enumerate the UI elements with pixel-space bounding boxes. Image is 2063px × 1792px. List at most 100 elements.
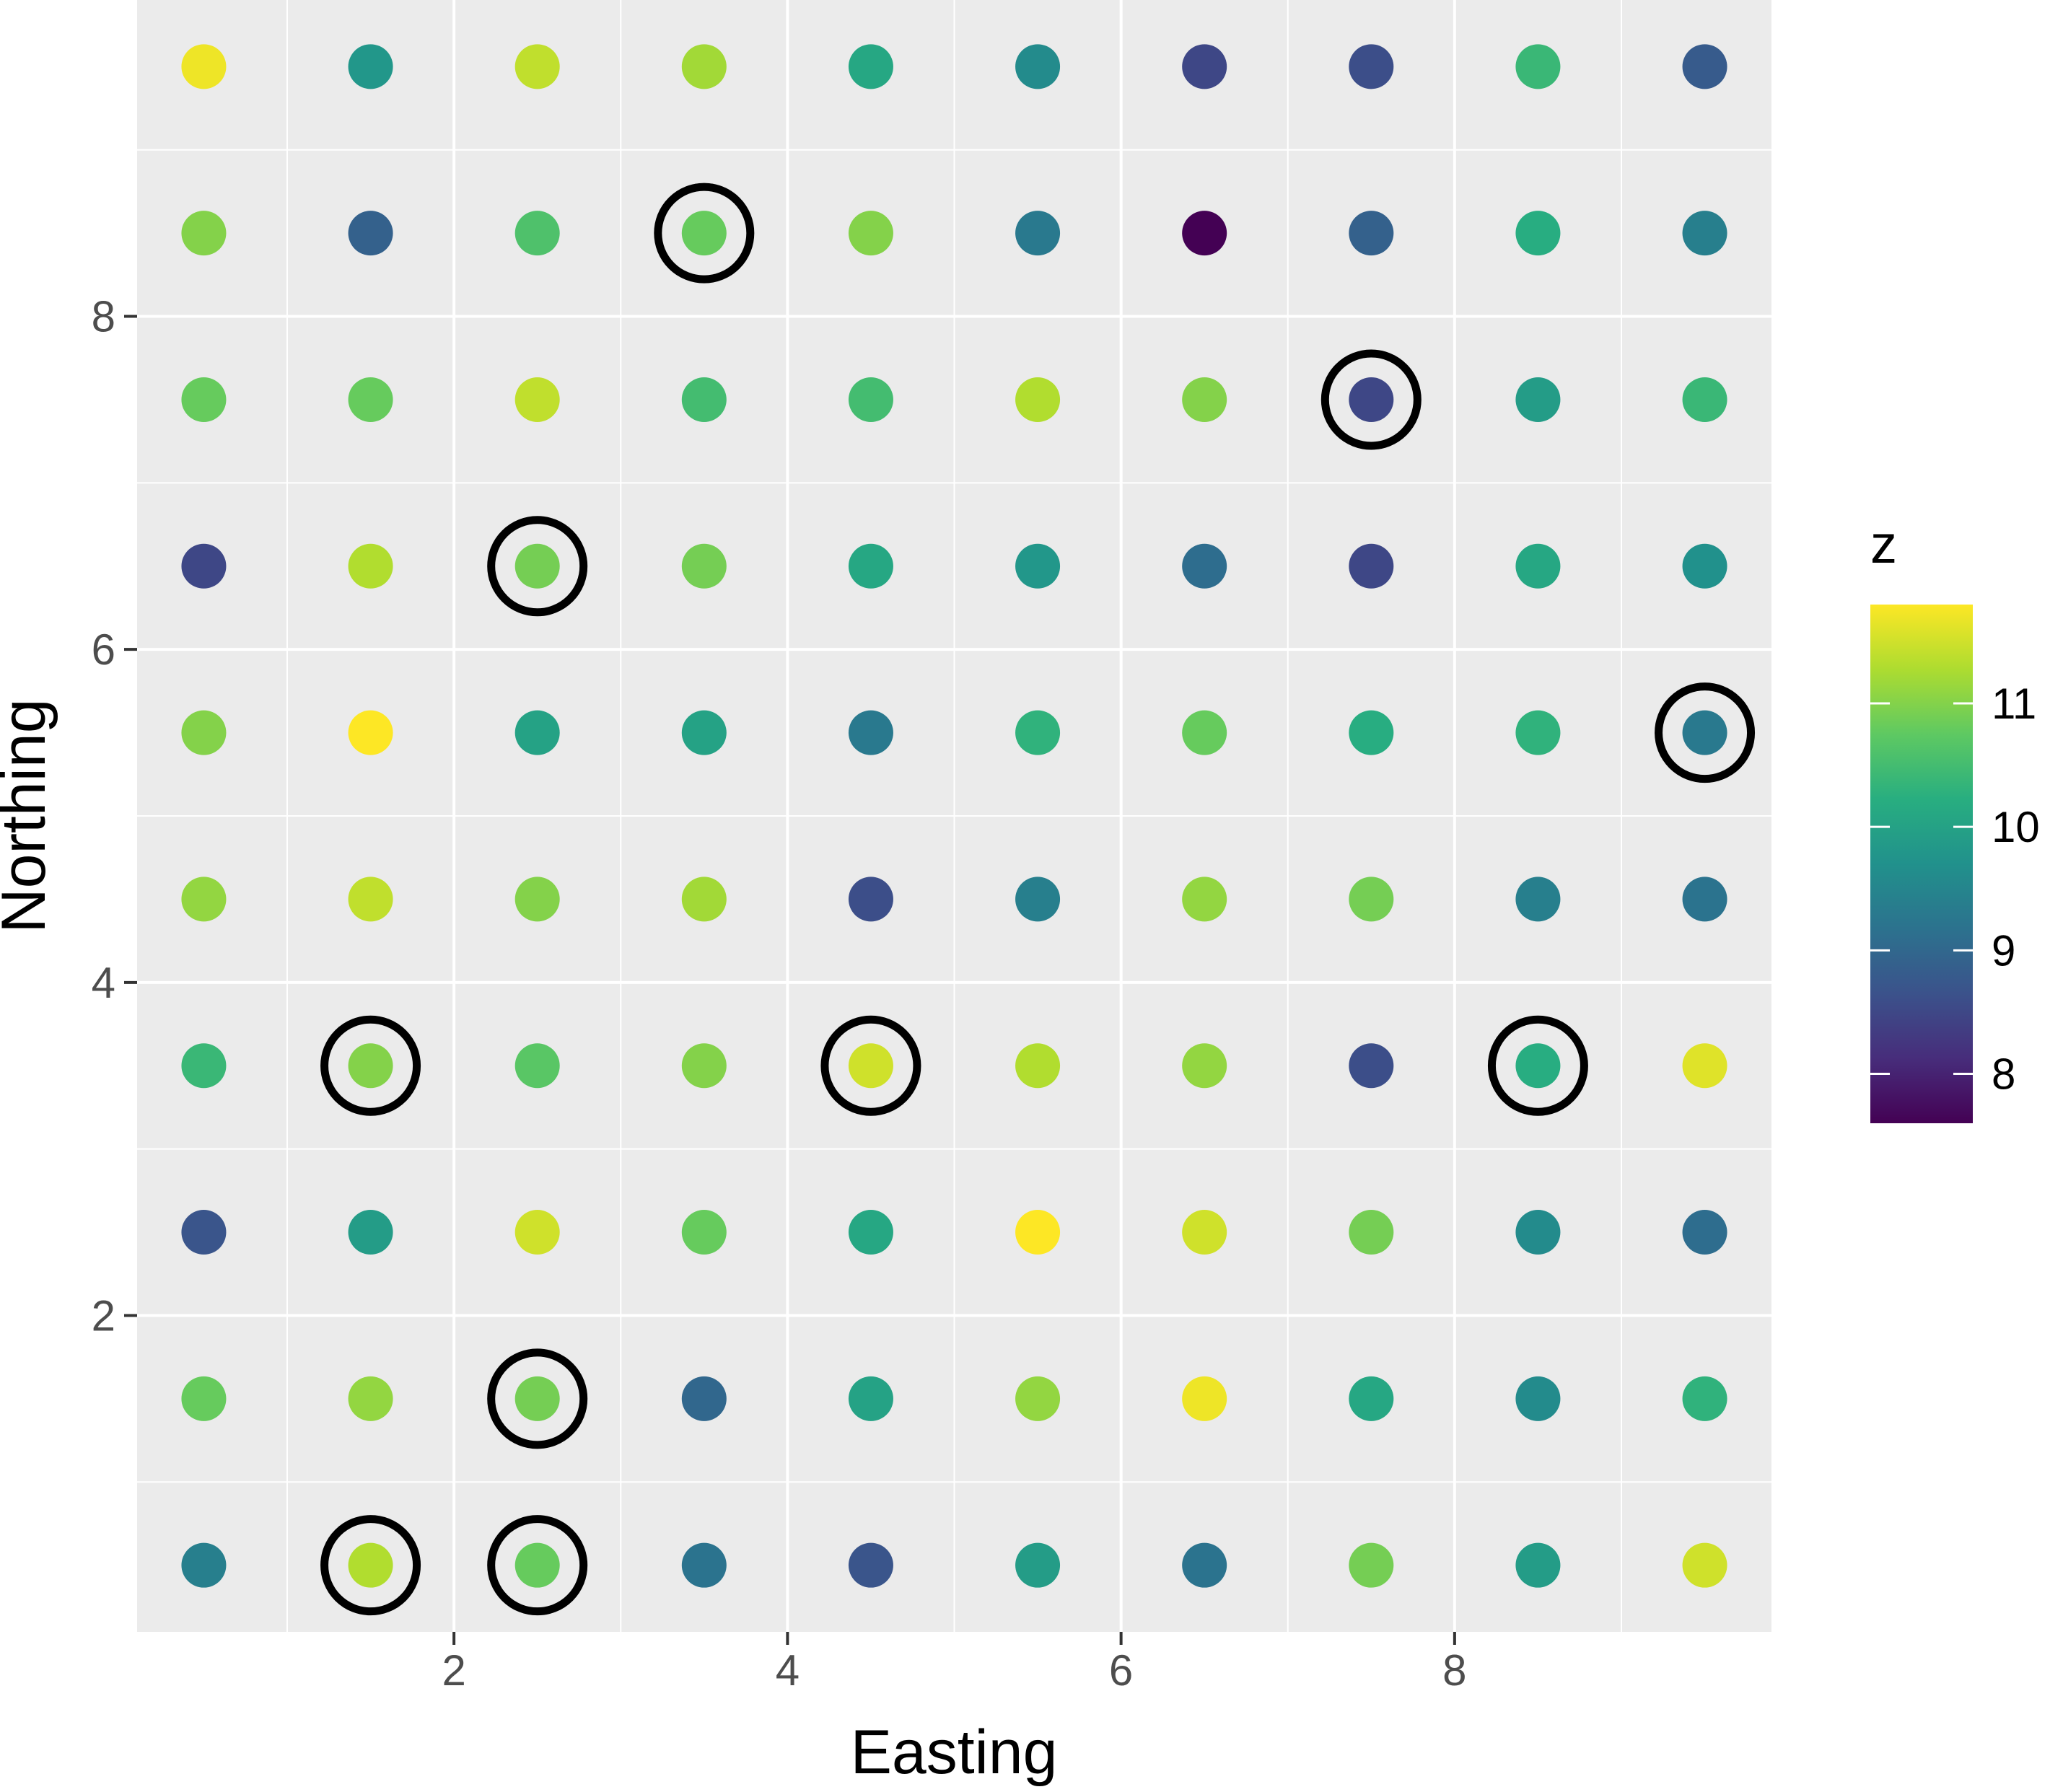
highlight-ring [820, 1015, 921, 1116]
data-point [1682, 377, 1727, 422]
data-point [1349, 877, 1394, 922]
data-point [848, 1210, 893, 1255]
data-point [181, 1376, 227, 1421]
data-point [348, 211, 393, 256]
data-point [1182, 710, 1227, 755]
data-point [848, 211, 893, 256]
data-point [1182, 1542, 1227, 1588]
data-point [681, 44, 727, 89]
data-point [181, 1210, 227, 1255]
data-point [181, 377, 227, 422]
data-point [348, 44, 393, 89]
data-point [681, 1043, 727, 1089]
data-point [1182, 44, 1227, 89]
data-point [1349, 377, 1394, 422]
data-point [181, 710, 227, 755]
colorbar [1870, 605, 1973, 1123]
minor-grid-lines [137, 0, 1771, 1632]
data-point [1515, 1043, 1561, 1089]
data-point [348, 1210, 393, 1255]
data-point [1682, 710, 1727, 755]
data-point [1515, 710, 1561, 755]
data-point [514, 710, 560, 755]
data-point [1015, 211, 1061, 256]
data-point [1182, 377, 1227, 422]
highlight-rings [320, 183, 1756, 1616]
legend-label: 11 [1992, 680, 2036, 728]
y-tick-label: 4 [92, 959, 115, 1007]
x-axis-title: Easting [851, 1718, 1058, 1787]
y-tick-label: 8 [92, 293, 115, 341]
data-point [1515, 543, 1561, 589]
data-point [1682, 543, 1727, 589]
data-point [848, 1376, 893, 1421]
data-point [1515, 1210, 1561, 1255]
data-point [1515, 1542, 1561, 1588]
data-point [181, 1542, 227, 1588]
data-point [681, 710, 727, 755]
data-point [681, 543, 727, 589]
data-point [1682, 211, 1727, 256]
data-point [181, 543, 227, 589]
data-point [514, 1542, 560, 1588]
data-point [848, 543, 893, 589]
highlight-ring [1320, 349, 1422, 450]
data-point [348, 1043, 393, 1089]
data-point [1015, 1542, 1061, 1588]
data-point [1015, 1210, 1061, 1255]
data-point [181, 1043, 227, 1089]
data-point [514, 543, 560, 589]
highlight-ring [1487, 1015, 1588, 1116]
legend-title: z [1870, 514, 1897, 574]
data-point [514, 377, 560, 422]
data-point [1349, 1210, 1394, 1255]
data-point [181, 877, 227, 922]
data-point [348, 543, 393, 589]
data-point [1015, 543, 1061, 589]
x-tick-label: 4 [776, 1646, 800, 1695]
data-point [181, 211, 227, 256]
data-point [848, 1043, 893, 1089]
data-point [1515, 877, 1561, 922]
data-point [348, 1376, 393, 1421]
highlight-ring [487, 1348, 588, 1449]
data-point [848, 1542, 893, 1588]
data-point [1682, 1542, 1727, 1588]
data-point [1349, 1376, 1394, 1421]
data-point [348, 1542, 393, 1588]
data-point [681, 1210, 727, 1255]
data-point [514, 211, 560, 256]
data-point [514, 1376, 560, 1421]
highlight-ring [320, 1515, 421, 1616]
data-point [1349, 1043, 1394, 1089]
legend: z 8 9 10 11 [1870, 514, 2040, 1123]
data-point [1015, 1043, 1061, 1089]
data-point [848, 710, 893, 755]
highlight-ring [654, 183, 755, 284]
data-point [681, 877, 727, 922]
data-point [681, 377, 727, 422]
y-tick-label: 6 [92, 625, 115, 674]
data-point [348, 877, 393, 922]
data-point [1682, 1043, 1727, 1089]
x-axis-ticks: 2 4 6 8 [442, 1632, 1467, 1695]
data-point [1015, 44, 1061, 89]
data-point [1515, 44, 1561, 89]
data-point [514, 877, 560, 922]
data-point [1182, 1043, 1227, 1089]
data-point [1349, 211, 1394, 256]
data-point [1349, 710, 1394, 755]
data-point [1349, 543, 1394, 589]
data-point [1182, 211, 1227, 256]
data-point [1682, 1210, 1727, 1255]
data-point [1015, 710, 1061, 755]
data-point [514, 1210, 560, 1255]
data-point [1515, 1376, 1561, 1421]
legend-label: 8 [1992, 1050, 2015, 1099]
data-point [1349, 44, 1394, 89]
data-point [1015, 877, 1061, 922]
data-point [514, 1043, 560, 1089]
highlight-ring [487, 1515, 588, 1616]
data-point [1182, 543, 1227, 589]
data-point [1515, 211, 1561, 256]
